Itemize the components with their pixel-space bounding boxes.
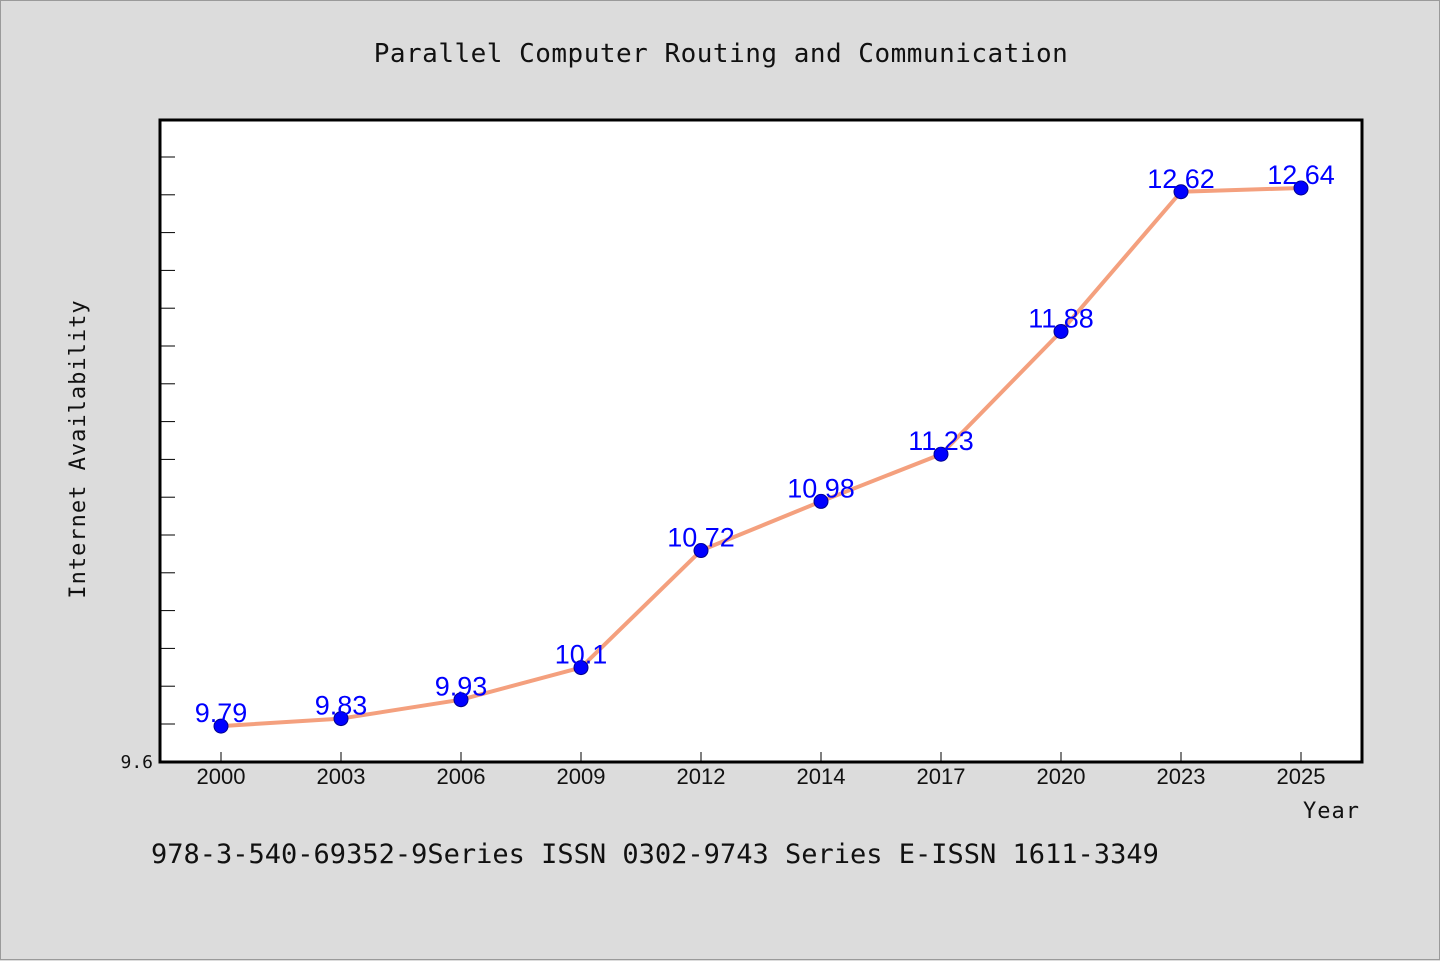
x-tick-label-2012: 2012 (677, 764, 726, 789)
data-point-2014 (813, 493, 829, 509)
x-tick-label-2023: 2023 (1157, 764, 1206, 789)
plot-area (158, 118, 1364, 764)
x-tick-label-2017: 2017 (917, 764, 966, 789)
data-point-2000 (213, 718, 229, 734)
data-label-2012: 10.72 (667, 523, 735, 553)
x-tick-label-2014: 2014 (797, 764, 846, 789)
data-point-2006 (453, 692, 469, 708)
x-tick-label-2020: 2020 (1037, 764, 1086, 789)
x-tick-label-2006: 2006 (437, 764, 486, 789)
data-point-2020 (1053, 323, 1069, 339)
data-label-2006: 9.93 (435, 672, 488, 702)
data-point-2012 (693, 543, 709, 559)
x-axis-title: Year (1303, 799, 1360, 824)
x-tick-label-2003: 2003 (317, 764, 366, 789)
chart-title: Parallel Computer Routing and Communicat… (374, 39, 1069, 69)
data-label-2017: 11.23 (908, 426, 974, 456)
footer-text: 978-3-540-69352-9Series ISSN 0302-9743 S… (151, 839, 1159, 870)
data-label-2003: 9.83 (315, 691, 368, 721)
data-labels: 9.79 9.83 9.93 10.1 10.72 10.98 11.23 11.88 12.6… (195, 160, 1335, 728)
y-axis-title: Internet Availability (66, 299, 91, 598)
data-label-2025: 12.64 (1267, 160, 1335, 190)
series-line (219, 185, 1303, 729)
data-point-2003 (333, 711, 349, 727)
x-tick-label-2009: 2009 (557, 764, 606, 789)
data-point-2009 (573, 660, 589, 676)
data-label-2023: 12.62 (1147, 164, 1215, 194)
y-axis-ticks (160, 156, 175, 725)
data-label-2020: 11.88 (1028, 303, 1094, 333)
data-label-2000: 9.79 (195, 698, 248, 728)
x-axis-ticks (220, 752, 1302, 762)
x-tick-labels: 2000 2003 2006 2009 2012 2014 2017 2020 2023 2025 (197, 764, 1326, 789)
series-markers (213, 180, 1309, 734)
data-point-2023 (1173, 184, 1189, 200)
data-label-2009: 10.1 (555, 640, 608, 670)
data-point-2017 (933, 446, 949, 462)
x-tick-label-2025: 2025 (1277, 764, 1326, 789)
x-tick-label-2000: 2000 (197, 764, 246, 789)
data-point-2025 (1293, 180, 1309, 196)
y-tick-label: 9.6 (120, 752, 153, 773)
data-label-2014: 10.98 (787, 473, 855, 503)
